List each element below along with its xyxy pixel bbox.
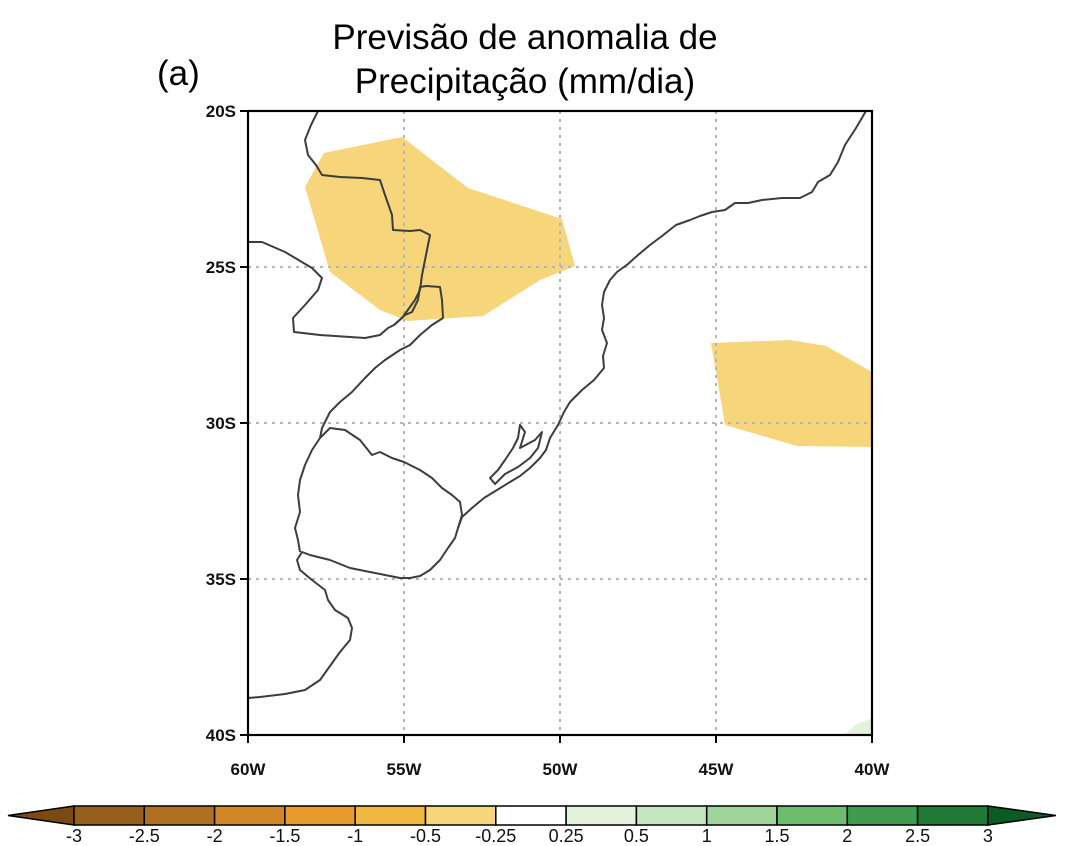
colorbar-tick-label: 0.25 [549,826,584,846]
lat-tick-label: 25S [206,258,236,277]
lat-tick-label: 30S [206,414,236,433]
lon-tick-label: 40W [855,760,891,779]
colorbar: -3 -2.5 -2 -1.5 -1 -0.5 -0.25 0.25 0.5 1 1.5 2 2.5 3 [7,805,1057,846]
lon-tick-label: 60W [231,760,267,779]
coastlines-and-borders [248,111,867,699]
anomaly-region-atlantic-east [711,340,872,447]
colorbar-swatch [635,805,708,826]
colorbar-tick-label: 1.5 [764,826,789,846]
lat-tick-label: 35S [206,570,236,589]
colorbar-tick-label: 2.5 [905,826,930,846]
lon-tick-label: 45W [699,760,735,779]
colorbar-tick-label: -1.5 [269,826,300,846]
colorbar-swatch [495,805,567,826]
colorbar-right-end [987,805,1057,826]
colorbar-tick-label: -3 [66,826,82,846]
colorbar-swatch [143,805,216,826]
colorbar-tick-label: -1 [347,826,363,846]
colorbar-tick-label: -0.25 [475,826,516,846]
border-bolivia-paraguay [304,111,431,326]
lon-tick-label: 50W [543,760,579,779]
anomaly-region-southeast-corner [845,718,872,735]
title-line-2: Precipitação (mm/dia) [354,62,696,101]
gridlines [248,111,872,735]
colorbar-tick-label: 2 [842,826,852,846]
colorbar-swatch [776,805,849,826]
longitude-ticks: 60W 55W 50W 45W 40W [231,735,891,779]
title-line-1: Previsão de anomalia de [332,18,718,57]
colorbar-left-end [7,805,75,826]
colorbar-swatch [565,805,638,826]
colorbar-tick-label: -2 [207,826,223,846]
colorbar-swatch [213,805,286,826]
map-title: Previsão de anomalia de Precipitação (mm… [300,16,750,104]
colorbar-swatch [354,805,427,826]
colorbar-swatch [284,805,356,826]
latitude-ticks: 20S 25S 30S 35S 40S [206,102,248,745]
colorbar-swatch [424,805,497,826]
panel-label: (a) [157,54,200,93]
uruguay-west-border [294,437,321,553]
lon-tick-label: 55W [387,760,423,779]
colorbar-tick-label: 1 [702,826,712,846]
border-paraguay-argentina [248,241,395,339]
colorbar-tick-label: -0.5 [410,826,441,846]
colorbar-tick-label: 0.5 [624,826,649,846]
atlantic-coastline [248,111,867,699]
lat-tick-label: 40S [206,726,236,745]
colorbar-swatch [846,805,919,826]
colorbar-tick-label: 3 [983,826,993,846]
border-brazil-argentina [319,285,444,439]
colorbar-swatch [73,805,146,826]
colorbar-swatch [705,805,778,826]
lat-tick-label: 20S [206,102,236,121]
patos-lagoon [489,424,543,485]
border-uruguay [319,427,463,529]
colorbar-tick-label: -2.5 [129,826,160,846]
anomaly-region-paraguay [305,137,575,321]
colorbar-swatch [916,805,989,826]
